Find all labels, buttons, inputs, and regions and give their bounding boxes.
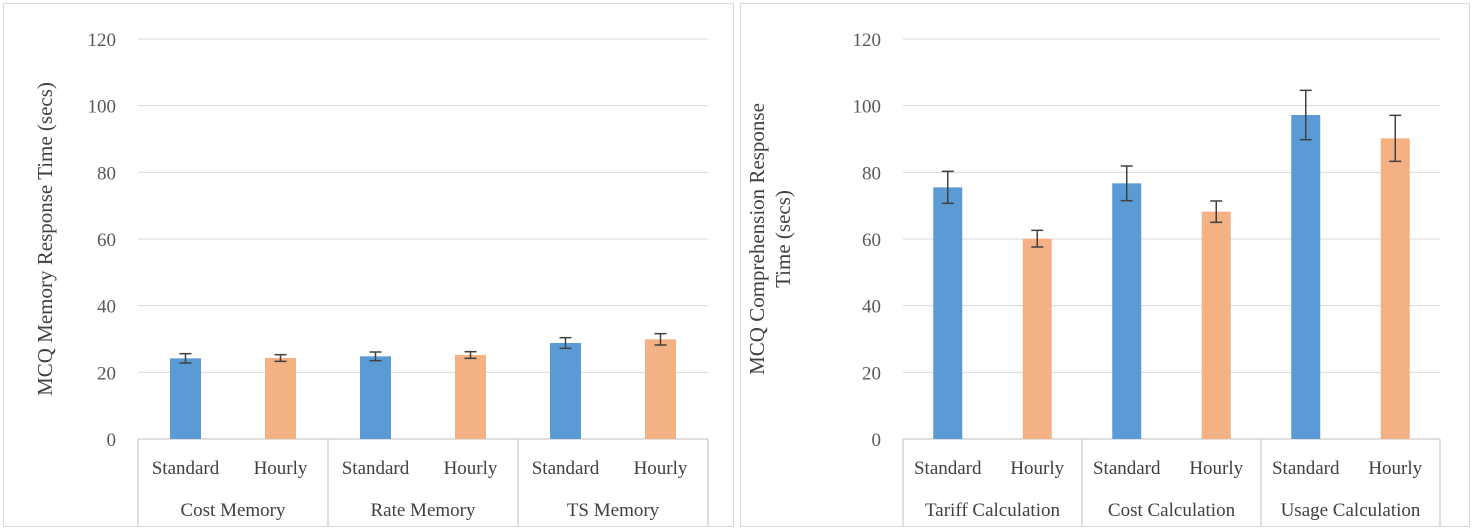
group-label-usage-calculation: Usage Calculation (1281, 500, 1421, 521)
condition-label-standard: Standard (1272, 458, 1340, 479)
condition-label-standard: Standard (914, 458, 982, 479)
comprehension-response-chart: 0 20 40 60 80 100 120 MCQ Comprehension Respons… (745, 30, 1441, 526)
bar-usage-calculation-hourly (1380, 138, 1410, 440)
bar-tariff-calculation-hourly (1022, 238, 1052, 439)
y-tick-label-80: 80 (862, 163, 881, 184)
memory-response-chart: 0 20 40 60 80 100 120 MCQ Memory Response Time … (33, 30, 709, 526)
comprehension-chart-panel: 0 20 40 60 80 100 120 MCQ Comprehension Respons… (740, 3, 1470, 527)
y-tick-label-100: 100 (853, 97, 882, 118)
bar-tariff-calculation-standard (933, 187, 963, 439)
memory-chart-panel: 0 20 40 60 80 100 120 MCQ Memory Response Time … (3, 3, 734, 527)
condition-label-hourly: Hourly (1189, 458, 1243, 479)
y-tick-label-100: 100 (88, 97, 117, 118)
y-tick-label-120: 120 (88, 30, 117, 51)
condition-label-hourly: Hourly (634, 458, 688, 479)
bar-usage-calculation-standard (1291, 115, 1321, 439)
y-axis-title: MCQ Memory Response Time (secs) (33, 82, 57, 396)
bar-rate-memory-standard (360, 356, 391, 439)
condition-label-standard: Standard (152, 458, 220, 479)
group-label-ts-memory: TS Memory (567, 500, 660, 521)
y-tick-label-20: 20 (97, 363, 116, 384)
y-tick-label-0: 0 (107, 430, 117, 451)
condition-label-hourly: Hourly (444, 458, 498, 479)
group-label-rate-memory: Rate Memory (370, 500, 476, 521)
y-tick-label-60: 60 (862, 230, 881, 251)
bar-cost-memory-hourly (265, 358, 296, 439)
y-tick-label-40: 40 (862, 297, 881, 318)
condition-label-standard: Standard (532, 458, 600, 479)
y-axis-title-line-2: Time (secs) (771, 190, 795, 288)
bar-cost-calculation-hourly (1201, 211, 1231, 439)
condition-label-standard: Standard (1093, 458, 1161, 479)
bar-cost-memory-standard (170, 358, 201, 439)
group-label-tariff-calculation: Tariff Calculation (925, 500, 1060, 521)
y-tick-label-20: 20 (862, 363, 881, 384)
y-tick-label-120: 120 (853, 30, 882, 51)
condition-label-standard: Standard (342, 458, 410, 479)
condition-label-hourly: Hourly (1010, 458, 1064, 479)
y-tick-label-40: 40 (97, 297, 116, 318)
y-tick-label-0: 0 (872, 430, 882, 451)
bar-ts-memory-standard (550, 343, 581, 439)
bar-ts-memory-hourly (645, 339, 676, 439)
y-tick-label-80: 80 (97, 163, 116, 184)
y-axis-title-line-1: MCQ Comprehension Response (745, 103, 769, 375)
group-label-cost-calculation: Cost Calculation (1108, 500, 1236, 521)
group-label-cost-memory: Cost Memory (180, 500, 286, 521)
bar-rate-memory-hourly (455, 355, 486, 439)
condition-label-hourly: Hourly (254, 458, 308, 479)
y-tick-label-60: 60 (97, 230, 116, 251)
bar-cost-calculation-standard (1112, 183, 1142, 439)
condition-label-hourly: Hourly (1368, 458, 1422, 479)
